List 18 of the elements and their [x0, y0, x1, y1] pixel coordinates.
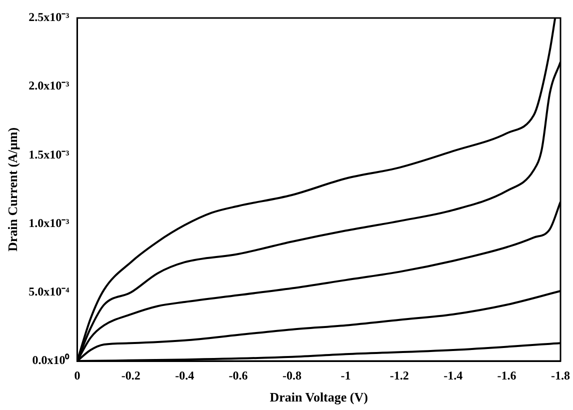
y-tick-label: 1.0x10⁻³ [28, 216, 70, 230]
x-tick-label: -0.2 [121, 368, 140, 382]
x-tick-label: 0 [74, 368, 80, 382]
x-tick-label: -1.6 [497, 368, 516, 382]
x-tick-label: -1.2 [390, 368, 409, 382]
y-tick-label: 2.5x10⁻³ [28, 10, 70, 24]
y-tick-label: 1.5x10⁻³ [28, 147, 70, 162]
x-tick-label: -1.4 [444, 368, 463, 382]
x-tick-label: -1.8 [551, 368, 570, 382]
x-axis-title: Drain Voltage (V) [270, 390, 368, 405]
y-axis-title: Drain Current (A/μm) [5, 127, 20, 252]
x-tick-label: -0.4 [175, 368, 194, 382]
x-tick-label: -0.6 [228, 368, 248, 382]
y-tick-label: 5.0x10⁻⁴ [28, 284, 70, 298]
x-tick-label: -0.8 [282, 368, 302, 382]
y-tick-label: 2.0x10⁻³ [28, 78, 70, 93]
y-tick-label: 0.0x10⁰ [32, 353, 70, 368]
x-tick-label: -1 [340, 368, 351, 382]
